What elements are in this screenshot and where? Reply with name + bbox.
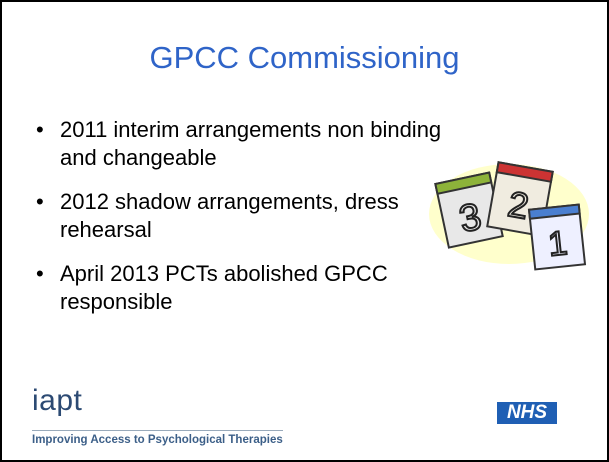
bullet: 2012 shadow arrangements, dress rehearsa… (26, 188, 470, 244)
calendar-clipart: 3 2 1 (427, 152, 592, 272)
page: GPCC Commissioning 2011 interim arrangem… (0, 0, 609, 462)
slide: GPCC Commissioning 2011 interim arrangem… (0, 0, 609, 462)
bullet: April 2013 PCTs abolished GPCC responsib… (26, 260, 470, 316)
iapt-logo: iapt (32, 384, 82, 418)
calendar-page: 1 (529, 205, 585, 270)
slide-title: GPCC Commissioning (2, 40, 607, 76)
nhs-logo: NHS (497, 402, 557, 424)
calendar-number: 1 (546, 224, 569, 264)
bullet: 2011 interim arrangements non binding an… (26, 116, 470, 172)
bullet-list: 2011 interim arrangements non binding an… (26, 116, 476, 332)
logo-tagline: Improving Access to Psychological Therap… (32, 430, 283, 446)
